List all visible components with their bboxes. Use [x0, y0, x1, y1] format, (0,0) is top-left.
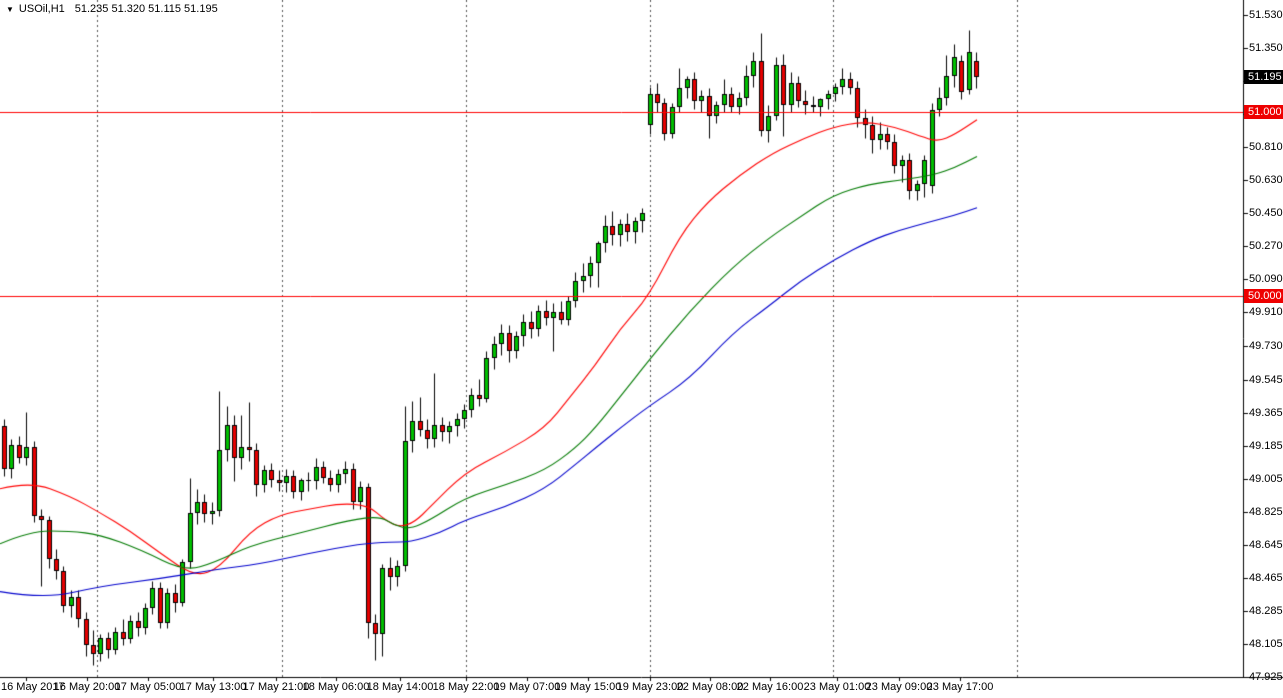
- chart-header: ▼ USOil,H1 51.235 51.320 51.115 51.195: [6, 3, 218, 15]
- ohlc-quote-label: 51.235 51.320 51.115 51.195: [74, 3, 218, 15]
- price-tick-label: 50.270: [1249, 240, 1283, 252]
- time-axis-label: 17 May 05:00: [114, 681, 182, 693]
- price-tick-label: 48.825: [1249, 506, 1283, 518]
- time-axis-label: 22 May 16:00: [736, 681, 804, 693]
- price-tick-label: 48.105: [1249, 638, 1283, 650]
- price-tick-label: 48.285: [1249, 605, 1283, 617]
- symbol-timeframe-label: USOil,H1: [18, 3, 65, 15]
- price-tick-label: 49.005: [1249, 473, 1283, 485]
- time-axis-label: 18 May 14:00: [366, 681, 434, 693]
- time-axis-label: 19 May 23:00: [616, 681, 684, 693]
- time-axis-label: 22 May 08:00: [676, 681, 744, 693]
- time-axis-label: 17 May 13:00: [179, 681, 247, 693]
- price-tick-label: 49.545: [1249, 374, 1283, 386]
- time-axis-label: 17 May 21:00: [242, 681, 310, 693]
- price-tick-label: 50.630: [1249, 174, 1283, 186]
- price-tick-label: 49.910: [1249, 306, 1283, 318]
- time-axis-label: 23 May 17:00: [926, 681, 994, 693]
- price-tick-label: 48.645: [1249, 539, 1283, 551]
- time-axis-label: 19 May 07:00: [493, 681, 561, 693]
- time-axis-label: 23 May 09:00: [865, 681, 933, 693]
- symbol-dropdown-icon[interactable]: ▼: [6, 4, 14, 14]
- current-price-badge: 51.195: [1244, 70, 1283, 84]
- price-tick-label: 50.810: [1249, 141, 1283, 153]
- time-axis-label: 16 May 2017: [1, 681, 65, 693]
- price-tick-label: 50.090: [1249, 273, 1283, 285]
- time-axis-label: 23 May 01:00: [803, 681, 871, 693]
- time-axis-label: 19 May 15:00: [554, 681, 622, 693]
- time-axis-label: 18 May 06:00: [302, 681, 370, 693]
- hline-price-badge: 50.000: [1244, 289, 1283, 303]
- price-tick-label: 49.730: [1249, 340, 1283, 352]
- price-tick-label: 51.530: [1249, 9, 1283, 21]
- time-axis-label: 16 May 20:00: [53, 681, 121, 693]
- hline-price-badge: 51.000: [1244, 105, 1283, 119]
- price-tick-label: 49.365: [1249, 407, 1283, 419]
- price-tick-label: 51.350: [1249, 42, 1283, 54]
- price-tick-label: 48.465: [1249, 572, 1283, 584]
- price-tick-label: 47.925: [1249, 671, 1283, 683]
- time-axis-label: 18 May 22:00: [432, 681, 500, 693]
- price-tick-label: 50.450: [1249, 207, 1283, 219]
- price-tick-label: 49.185: [1249, 440, 1283, 452]
